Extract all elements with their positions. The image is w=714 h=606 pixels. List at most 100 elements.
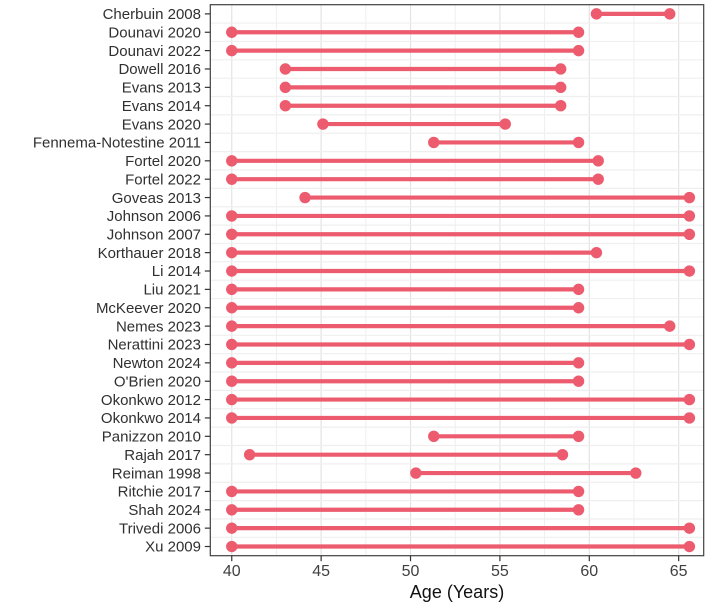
range-end-dot xyxy=(572,375,585,387)
range-end-dot xyxy=(554,81,567,94)
range-start-dot xyxy=(226,173,238,185)
range-start-dot xyxy=(226,504,238,516)
range-start-dot xyxy=(590,8,603,20)
range-start-dot xyxy=(226,210,238,222)
range-end-dot xyxy=(572,283,585,296)
y-axis-label: Liu 2021 xyxy=(143,282,201,299)
range-end-dot xyxy=(572,44,585,57)
range-end-dot xyxy=(572,302,585,314)
range-end-dot xyxy=(630,467,642,479)
range-end-dot xyxy=(556,448,569,461)
range-end-dot xyxy=(683,228,696,240)
range-start-dot xyxy=(226,522,238,534)
range-end-dot xyxy=(683,265,696,277)
range-start-dot xyxy=(299,191,311,204)
range-end-dot xyxy=(664,320,676,332)
range-start-dot xyxy=(226,265,238,277)
range-start-dot xyxy=(410,467,422,479)
y-axis-label: Nemes 2023 xyxy=(116,318,201,335)
y-axis-label: Panizzon 2010 xyxy=(102,429,201,446)
range-end-dot xyxy=(683,210,696,222)
y-axis-label: Fortel 2020 xyxy=(125,153,201,170)
y-axis-label: Dowell 2016 xyxy=(118,61,201,78)
range-end-dot xyxy=(683,393,696,406)
y-axis-label: Korthauer 2018 xyxy=(98,245,201,262)
x-tick-label: 40 xyxy=(223,563,241,580)
range-end-dot xyxy=(683,522,696,534)
range-end-dot xyxy=(554,100,567,112)
range-start-dot xyxy=(226,44,238,57)
range-start-dot xyxy=(226,412,238,424)
range-start-dot xyxy=(428,136,440,149)
y-axis-label: Rajah 2017 xyxy=(124,447,201,464)
range-start-dot xyxy=(226,540,238,553)
y-axis-label: Reiman 1998 xyxy=(112,465,201,482)
range-end-dot xyxy=(664,8,676,20)
y-axis-label: Shah 2024 xyxy=(128,502,201,519)
y-axis-label: Evans 2014 xyxy=(122,98,201,115)
y-axis-label: Evans 2013 xyxy=(122,80,201,97)
y-axis-label: Cherbuin 2008 xyxy=(103,6,201,23)
range-end-dot xyxy=(683,338,696,351)
range-end-dot xyxy=(554,63,567,75)
y-axis-label: Johnson 2006 xyxy=(107,208,201,225)
range-end-dot xyxy=(590,246,603,259)
y-axis-label: Okonkwo 2012 xyxy=(101,392,201,409)
x-tick-label: 60 xyxy=(580,563,598,580)
range-end-dot xyxy=(592,173,604,185)
range-start-dot xyxy=(226,320,238,332)
range-end-dot xyxy=(592,155,604,167)
y-axis-label: Okonkwo 2014 xyxy=(101,410,201,427)
range-start-dot xyxy=(226,485,238,498)
range-start-dot xyxy=(226,302,238,314)
y-axis-label: Dounavi 2020 xyxy=(108,24,201,41)
y-axis-label: Li 2014 xyxy=(152,263,201,280)
y-axis-label: Dounavi 2022 xyxy=(108,43,201,60)
range-end-dot xyxy=(572,430,585,443)
range-start-dot xyxy=(243,448,256,461)
range-start-dot xyxy=(226,155,238,167)
y-axis-label: Fortel 2022 xyxy=(125,171,201,188)
x-tick-label: 50 xyxy=(402,563,420,580)
y-axis-label: Nerattini 2023 xyxy=(108,337,201,354)
y-axis-label: McKeever 2020 xyxy=(96,300,201,317)
y-axis-label: Trivedi 2006 xyxy=(119,520,201,537)
y-axis-label: Newton 2024 xyxy=(113,355,201,372)
range-end-dot xyxy=(572,504,585,516)
range-start-dot xyxy=(317,118,329,130)
range-start-dot xyxy=(226,393,238,406)
range-end-dot xyxy=(572,485,585,498)
y-axis-label: Evans 2020 xyxy=(122,116,201,133)
y-axis-label: Ritchie 2017 xyxy=(118,484,201,501)
range-start-dot xyxy=(226,26,238,38)
range-end-dot xyxy=(683,412,696,424)
range-start-dot xyxy=(226,283,238,296)
range-end-dot xyxy=(683,191,696,204)
range-end-dot xyxy=(572,136,585,149)
range-start-dot xyxy=(226,375,238,387)
range-start-dot xyxy=(279,63,292,75)
range-end-dot xyxy=(572,26,585,38)
y-axis-label: O'Brien 2020 xyxy=(114,373,201,390)
range-start-dot xyxy=(226,338,238,351)
range-end-dot xyxy=(572,357,585,369)
y-axis-label: Xu 2009 xyxy=(145,539,201,556)
x-tick-label: 45 xyxy=(312,563,330,580)
range-start-dot xyxy=(279,81,292,94)
range-start-dot xyxy=(226,246,238,259)
range-end-dot xyxy=(683,540,696,553)
y-axis-label: Johnson 2007 xyxy=(107,226,201,243)
y-axis-label: Goveas 2013 xyxy=(112,190,201,207)
y-axis-label: Fennema-Notestine 2011 xyxy=(33,135,201,152)
range-start-dot xyxy=(279,100,292,112)
x-tick-label: 65 xyxy=(670,563,688,580)
range-end-dot xyxy=(499,118,511,130)
range-start-dot xyxy=(428,430,440,443)
x-axis-title: Age (Years) xyxy=(410,582,504,602)
range-start-dot xyxy=(226,357,238,369)
range-start-dot xyxy=(226,228,238,240)
panel-border xyxy=(209,4,705,557)
x-tick-label: 55 xyxy=(491,563,509,580)
